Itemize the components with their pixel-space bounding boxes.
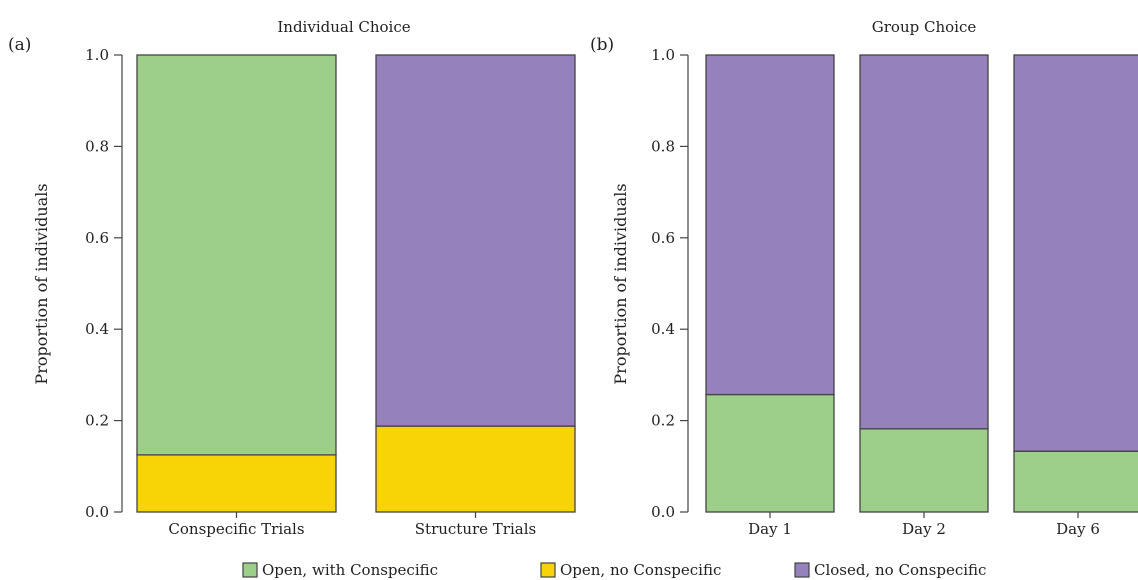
panel-a-y-tick-label-3: 0.6 <box>85 229 109 247</box>
panel-a-letter: (a) <box>8 35 31 55</box>
panel-b-bar-day-1-closed-no-conspecific <box>705 54 835 396</box>
panel-b-title: Group Choice <box>872 18 977 36</box>
panel-b-x-tick-label-day-6: Day 6 <box>1056 520 1100 538</box>
panel-a-x-tick-label-conspecific-trials: Conspecific Trials <box>168 520 304 538</box>
panel-b-y-tick-label-0: 0.0 <box>651 503 675 521</box>
panel-a-y-tick-label-5: 1.0 <box>85 46 109 64</box>
legend-item-closed-no-conspecific: Closed, no Conspecific <box>794 561 986 579</box>
panel-b-letter: (b) <box>590 35 614 55</box>
panel-b-bar-day-1-open-with-conspecific <box>705 393 835 513</box>
panel-a-y-tick-label-1: 0.2 <box>85 412 109 430</box>
panel-b-bar-day-2-open-with-conspecific <box>859 428 989 513</box>
panel-b-y-tick-label-3: 0.6 <box>651 229 675 247</box>
legend-swatch-open-no-conspecific <box>540 562 556 578</box>
panel-b-y-tick-label-2: 0.4 <box>651 320 675 338</box>
panel-b-bar-day-6-closed-no-conspecific <box>1013 54 1138 452</box>
panel-a-chart: (a) Individual Choice Proportion of indi… <box>8 18 576 538</box>
panel-a-x-tick-label-structure-trials: Structure Trials <box>415 520 536 538</box>
legend-item-open-with-conspecific: Open, with Conspecific <box>242 561 438 579</box>
panel-a-y-tick-label-4: 0.8 <box>85 137 109 155</box>
panel-b-bar-day-6-open-with-conspecific <box>1013 450 1138 513</box>
panel-b-y-axis-title: Proportion of individuals <box>611 183 630 384</box>
panel-a-bar-conspecific-trials-open-no-conspecific <box>136 454 337 513</box>
panel-b-y-tick-label-5: 1.0 <box>651 46 675 64</box>
panel-a-bar-structure-trials-open-no-conspecific <box>375 425 576 513</box>
panel-a-bar-conspecific-trials-open-with-conspecific <box>136 54 337 456</box>
legend-label-open-no-conspecific: Open, no Conspecific <box>560 561 721 579</box>
legend-item-open-no-conspecific: Open, no Conspecific <box>540 561 721 579</box>
panel-a-y-tick-label-2: 0.4 <box>85 320 109 338</box>
panel-b-x-tick-label-day-2: Day 2 <box>902 520 946 538</box>
legend: Open, with Conspecific Open, no Conspeci… <box>242 561 986 579</box>
panel-b-bar-day-2-closed-no-conspecific <box>859 54 989 430</box>
panel-a-title: Individual Choice <box>277 18 410 36</box>
legend-swatch-closed-no-conspecific <box>794 562 810 578</box>
panel-b-chart: (b) Group Choice Proportion of individua… <box>590 18 1138 538</box>
panel-b-y-tick-label-4: 0.8 <box>651 137 675 155</box>
panel-b-x-tick-label-day-1: Day 1 <box>748 520 792 538</box>
legend-label-closed-no-conspecific: Closed, no Conspecific <box>814 561 986 579</box>
panel-a-bar-structure-trials-closed-no-conspecific <box>375 54 576 427</box>
panel-b-y-tick-label-1: 0.2 <box>651 412 675 430</box>
legend-swatch-open-with-conspecific <box>242 562 258 578</box>
panel-a-y-tick-label-0: 0.0 <box>85 503 109 521</box>
legend-label-open-with-conspecific: Open, with Conspecific <box>262 561 438 579</box>
panel-a-y-axis-title: Proportion of individuals <box>32 183 51 384</box>
